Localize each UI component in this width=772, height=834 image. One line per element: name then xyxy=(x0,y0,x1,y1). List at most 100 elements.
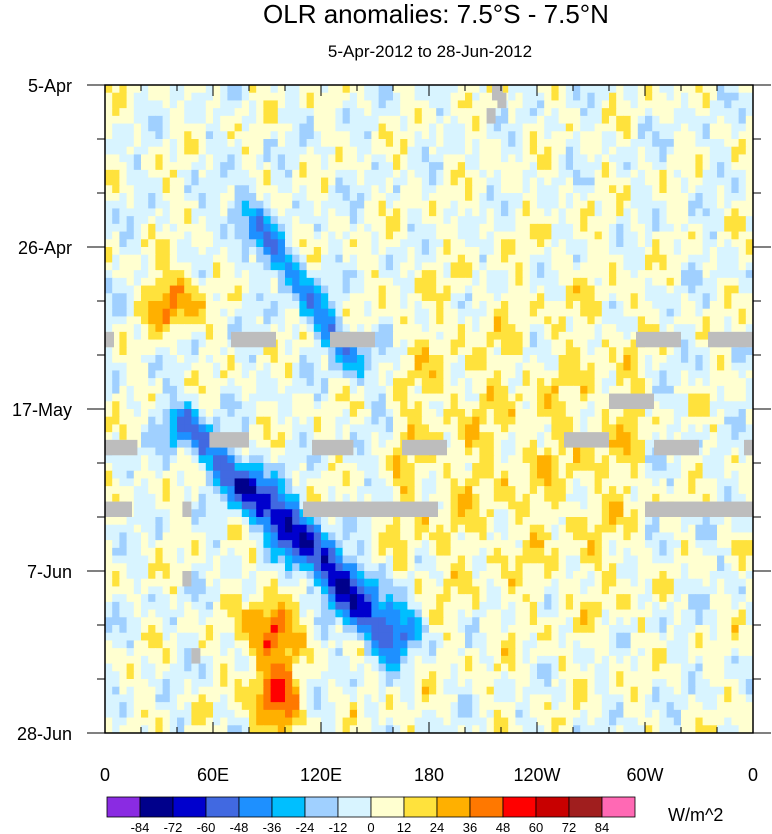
field-cell xyxy=(659,486,668,495)
field-cell xyxy=(616,409,624,418)
field-cell xyxy=(551,247,560,256)
field-cell xyxy=(155,123,164,132)
field-cell xyxy=(371,393,380,402)
field-cell xyxy=(501,409,509,418)
field-cell xyxy=(544,162,552,171)
field-cell xyxy=(393,239,401,248)
field-cell xyxy=(537,447,545,456)
field-cell xyxy=(407,493,416,503)
field-cell xyxy=(169,193,178,202)
field-cell xyxy=(184,285,192,294)
field-cell xyxy=(630,154,639,163)
field-cell xyxy=(148,370,156,379)
field-cell xyxy=(357,85,365,94)
field-cell xyxy=(501,370,509,379)
field-cell xyxy=(587,301,596,310)
field-cell xyxy=(558,393,567,402)
field-cell xyxy=(457,355,466,364)
field-cell xyxy=(378,486,387,495)
field-cell xyxy=(616,478,624,487)
field-cell xyxy=(501,85,509,94)
field-cell xyxy=(393,100,401,109)
field-cell xyxy=(213,347,221,356)
field-cell xyxy=(277,424,286,433)
field-cell xyxy=(148,478,156,487)
field-cell xyxy=(731,470,740,480)
field-cell xyxy=(717,486,725,495)
field-cell xyxy=(537,362,545,372)
field-cell xyxy=(371,424,380,433)
field-cell xyxy=(407,193,416,202)
field-cell xyxy=(688,470,696,480)
field-cell xyxy=(436,216,444,225)
field-cell xyxy=(702,169,711,179)
field-cell xyxy=(234,385,243,395)
field-cell xyxy=(335,85,344,94)
field-cell xyxy=(184,247,192,256)
field-cell xyxy=(393,455,401,464)
field-cell xyxy=(695,370,704,379)
field-cell xyxy=(133,223,142,233)
field-cell xyxy=(263,131,272,140)
field-cell xyxy=(673,277,682,287)
field-cell xyxy=(645,154,653,163)
field-cell xyxy=(594,177,603,186)
field-cell xyxy=(191,108,200,117)
field-cell xyxy=(738,85,747,94)
field-cell xyxy=(342,208,351,217)
field-cell xyxy=(112,223,120,233)
field-cell xyxy=(450,370,459,379)
field-cell xyxy=(637,301,646,310)
field-cell xyxy=(414,285,423,294)
field-cell xyxy=(184,239,192,248)
field-cell xyxy=(414,316,423,325)
field-cell xyxy=(155,324,164,333)
field-cell xyxy=(184,262,192,271)
field-cell xyxy=(227,262,236,271)
field-cell xyxy=(472,378,480,387)
field-cell xyxy=(522,85,531,94)
field-cell xyxy=(328,424,336,433)
field-cell xyxy=(601,254,610,264)
field-cell xyxy=(544,131,552,140)
field-cell xyxy=(731,439,740,449)
field-cell xyxy=(162,501,171,510)
field-cell xyxy=(421,370,430,379)
field-cell xyxy=(213,370,221,379)
field-cell xyxy=(717,108,725,117)
field-cell xyxy=(436,177,444,186)
field-cell xyxy=(184,455,192,464)
field-cell xyxy=(234,401,243,410)
field-cell xyxy=(544,401,552,410)
field-cell xyxy=(681,100,689,109)
field-cell xyxy=(421,262,430,271)
field-cell xyxy=(198,85,207,94)
field-cell xyxy=(436,393,444,402)
field-cell xyxy=(393,177,401,186)
field-cell xyxy=(400,108,408,117)
field-cell xyxy=(745,478,753,487)
field-cell xyxy=(321,370,329,379)
field-cell xyxy=(357,486,365,495)
field-cell xyxy=(112,216,120,225)
field-cell xyxy=(277,493,286,503)
field-cell xyxy=(263,123,272,132)
field-cell xyxy=(537,385,545,395)
field-cell xyxy=(616,239,624,248)
field-cell xyxy=(501,339,509,348)
field-cell xyxy=(400,362,408,372)
field-cell xyxy=(407,177,416,186)
field-cell xyxy=(645,247,653,256)
field-cell xyxy=(630,439,639,449)
field-cell xyxy=(378,324,387,333)
field-cell xyxy=(364,277,372,287)
field-cell xyxy=(522,486,531,495)
field-cell xyxy=(429,347,437,356)
field-cell xyxy=(645,239,653,248)
field-cell xyxy=(191,355,200,364)
field-cell xyxy=(112,370,120,379)
field-cell xyxy=(501,486,509,495)
field-cell xyxy=(630,247,639,256)
field-cell xyxy=(306,262,315,271)
field-cell xyxy=(169,146,178,156)
